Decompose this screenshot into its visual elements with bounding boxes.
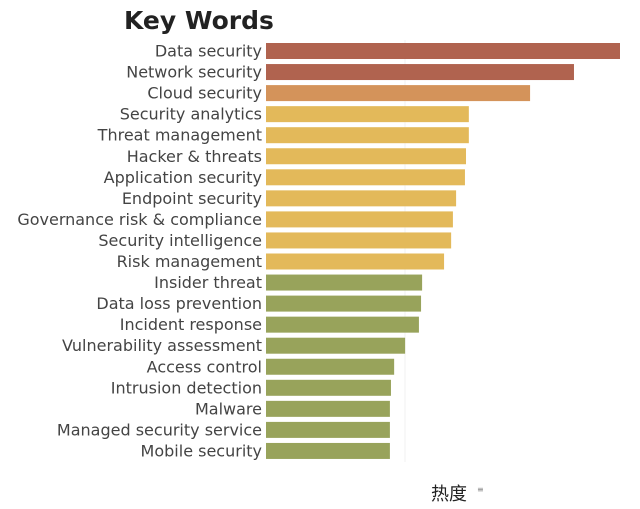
category-label: Security analytics [120,105,262,124]
category-label: Intrusion detection [111,378,262,397]
bar[interactable] [266,211,453,228]
category-label: Hacker & threats [127,147,262,166]
category-label: Insider threat [154,273,262,292]
category-label: Governance risk & compliance [17,210,262,229]
category-label: Application security [104,168,262,187]
bar[interactable] [266,85,531,102]
chart-title: Key Words [124,6,274,35]
bar[interactable] [266,169,465,186]
bar[interactable] [266,421,390,438]
category-label: Vulnerability assessment [62,336,262,355]
bar[interactable] [266,316,419,333]
category-label: Incident response [120,315,262,334]
category-label: Threat management [97,126,262,145]
category-label: Managed security service [57,420,262,439]
bar[interactable] [266,127,469,144]
bar[interactable] [266,400,390,417]
bar[interactable] [266,232,452,249]
category-label: Cloud security [147,84,262,103]
bar[interactable] [266,379,391,396]
sort-icon[interactable]: ≡ [477,485,484,494]
category-label: Risk management [117,252,262,271]
bar[interactable] [266,253,445,270]
x-axis-label: 热度 [431,484,467,505]
category-label: Endpoint security [122,189,262,208]
bar[interactable] [266,190,457,207]
category-label: Data loss prevention [96,294,262,313]
bar[interactable] [266,274,423,291]
bar[interactable] [266,295,422,312]
category-label: Security intelligence [98,231,262,250]
category-label: Malware [195,399,262,418]
bar[interactable] [266,442,390,459]
bar[interactable] [266,337,406,354]
category-label: Mobile security [141,441,262,460]
bar[interactable] [266,64,574,81]
category-label: Data security [155,42,262,61]
category-label: Network security [126,63,262,82]
category-label: Access control [147,357,262,376]
bar[interactable] [266,106,469,123]
bar[interactable] [266,358,395,375]
bar[interactable] [266,43,620,59]
bar[interactable] [266,148,467,165]
